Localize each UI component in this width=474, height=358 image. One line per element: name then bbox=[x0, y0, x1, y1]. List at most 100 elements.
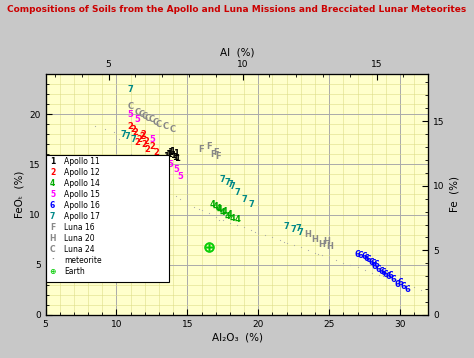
Text: 2: 2 bbox=[139, 132, 145, 141]
Point bbox=[311, 250, 319, 256]
Point bbox=[162, 184, 170, 189]
Point bbox=[226, 220, 234, 226]
Text: H: H bbox=[304, 230, 311, 239]
Point bbox=[269, 234, 276, 240]
Point bbox=[176, 197, 184, 202]
Text: 1: 1 bbox=[169, 147, 175, 156]
Text: 1: 1 bbox=[172, 153, 178, 162]
Text: Luna 16: Luna 16 bbox=[64, 223, 95, 232]
Text: 7: 7 bbox=[295, 224, 301, 233]
Point bbox=[219, 217, 227, 222]
Text: 2: 2 bbox=[136, 135, 142, 144]
Point bbox=[116, 136, 123, 142]
X-axis label: Al₂O₃  (%): Al₂O₃ (%) bbox=[211, 333, 263, 343]
Text: 1: 1 bbox=[50, 157, 55, 166]
Point bbox=[410, 284, 418, 290]
Text: 6: 6 bbox=[380, 268, 386, 277]
Text: 4: 4 bbox=[234, 215, 240, 224]
Text: 2: 2 bbox=[132, 128, 138, 137]
Point bbox=[280, 239, 288, 245]
Text: Apollo 16: Apollo 16 bbox=[64, 201, 100, 210]
Point bbox=[283, 240, 291, 246]
Text: Apollo 12: Apollo 12 bbox=[64, 168, 100, 177]
Point bbox=[379, 273, 387, 279]
Text: H: H bbox=[311, 235, 319, 244]
Text: 5: 5 bbox=[163, 155, 169, 164]
Text: ⊕: ⊕ bbox=[49, 267, 56, 276]
Text: C: C bbox=[149, 115, 155, 124]
Text: 2: 2 bbox=[149, 142, 155, 151]
Text: 4: 4 bbox=[213, 202, 219, 211]
Text: 1: 1 bbox=[170, 151, 176, 160]
Text: 2: 2 bbox=[50, 168, 55, 177]
Text: F: F bbox=[210, 150, 216, 159]
Text: H: H bbox=[323, 237, 330, 246]
Text: 7: 7 bbox=[125, 132, 131, 141]
Text: 7: 7 bbox=[298, 228, 304, 237]
Point bbox=[418, 287, 425, 293]
Text: F: F bbox=[199, 145, 204, 154]
Point bbox=[255, 230, 262, 236]
Text: 7: 7 bbox=[284, 222, 290, 231]
Text: 6: 6 bbox=[387, 271, 393, 280]
Text: C: C bbox=[50, 245, 55, 254]
Text: Apollo 14: Apollo 14 bbox=[64, 179, 100, 188]
Point bbox=[191, 204, 198, 209]
Text: 6: 6 bbox=[394, 280, 400, 289]
Text: C: C bbox=[145, 113, 151, 123]
Point bbox=[396, 280, 404, 286]
Text: Apollo 11: Apollo 11 bbox=[64, 157, 100, 166]
Text: 4: 4 bbox=[216, 204, 221, 213]
Y-axis label: FeOₜ  (%): FeOₜ (%) bbox=[15, 171, 25, 218]
Point bbox=[382, 274, 390, 280]
Text: 7: 7 bbox=[224, 178, 230, 187]
Text: 5: 5 bbox=[177, 172, 183, 181]
Text: 6: 6 bbox=[400, 282, 406, 291]
Point bbox=[247, 227, 255, 232]
Text: 7: 7 bbox=[220, 175, 226, 184]
Text: 5: 5 bbox=[149, 135, 155, 144]
Point bbox=[389, 277, 397, 283]
Point bbox=[276, 237, 283, 242]
Text: 4: 4 bbox=[210, 200, 216, 209]
Point bbox=[403, 282, 411, 288]
Bar bbox=[44, 155, 169, 282]
Point bbox=[205, 210, 212, 216]
Text: 6: 6 bbox=[366, 255, 372, 264]
Text: 4: 4 bbox=[221, 207, 227, 216]
Text: 6: 6 bbox=[379, 267, 384, 276]
Text: 7: 7 bbox=[234, 188, 240, 197]
Text: Luna 24: Luna 24 bbox=[64, 245, 95, 254]
Point bbox=[314, 251, 322, 257]
Point bbox=[297, 244, 305, 250]
Text: 6: 6 bbox=[370, 259, 376, 268]
Point bbox=[361, 267, 368, 273]
Text: 1: 1 bbox=[164, 150, 171, 159]
Text: C: C bbox=[128, 102, 134, 111]
Text: 1: 1 bbox=[163, 152, 169, 161]
Text: 1: 1 bbox=[167, 148, 173, 157]
Text: H: H bbox=[326, 242, 333, 251]
Point bbox=[346, 262, 354, 268]
Text: 5: 5 bbox=[173, 165, 179, 174]
Point bbox=[346, 262, 354, 268]
Text: Apollo 15: Apollo 15 bbox=[64, 190, 100, 199]
Point bbox=[262, 232, 269, 237]
Text: 6: 6 bbox=[355, 250, 361, 259]
Point bbox=[110, 129, 118, 135]
Point bbox=[195, 205, 202, 211]
Text: 6: 6 bbox=[383, 270, 389, 279]
Text: 4: 4 bbox=[217, 205, 223, 214]
Text: meteorite: meteorite bbox=[64, 256, 101, 265]
Text: 2: 2 bbox=[143, 137, 149, 146]
Text: 7: 7 bbox=[291, 225, 297, 234]
Text: 6: 6 bbox=[372, 262, 377, 271]
Y-axis label: Fe  (%): Fe (%) bbox=[449, 176, 459, 213]
Text: 2: 2 bbox=[140, 130, 146, 139]
Text: 5: 5 bbox=[167, 160, 173, 169]
Text: C: C bbox=[170, 125, 176, 134]
Text: 6: 6 bbox=[363, 254, 369, 263]
Text: 7: 7 bbox=[227, 180, 233, 189]
Text: 6: 6 bbox=[397, 278, 403, 287]
Point bbox=[290, 242, 298, 247]
